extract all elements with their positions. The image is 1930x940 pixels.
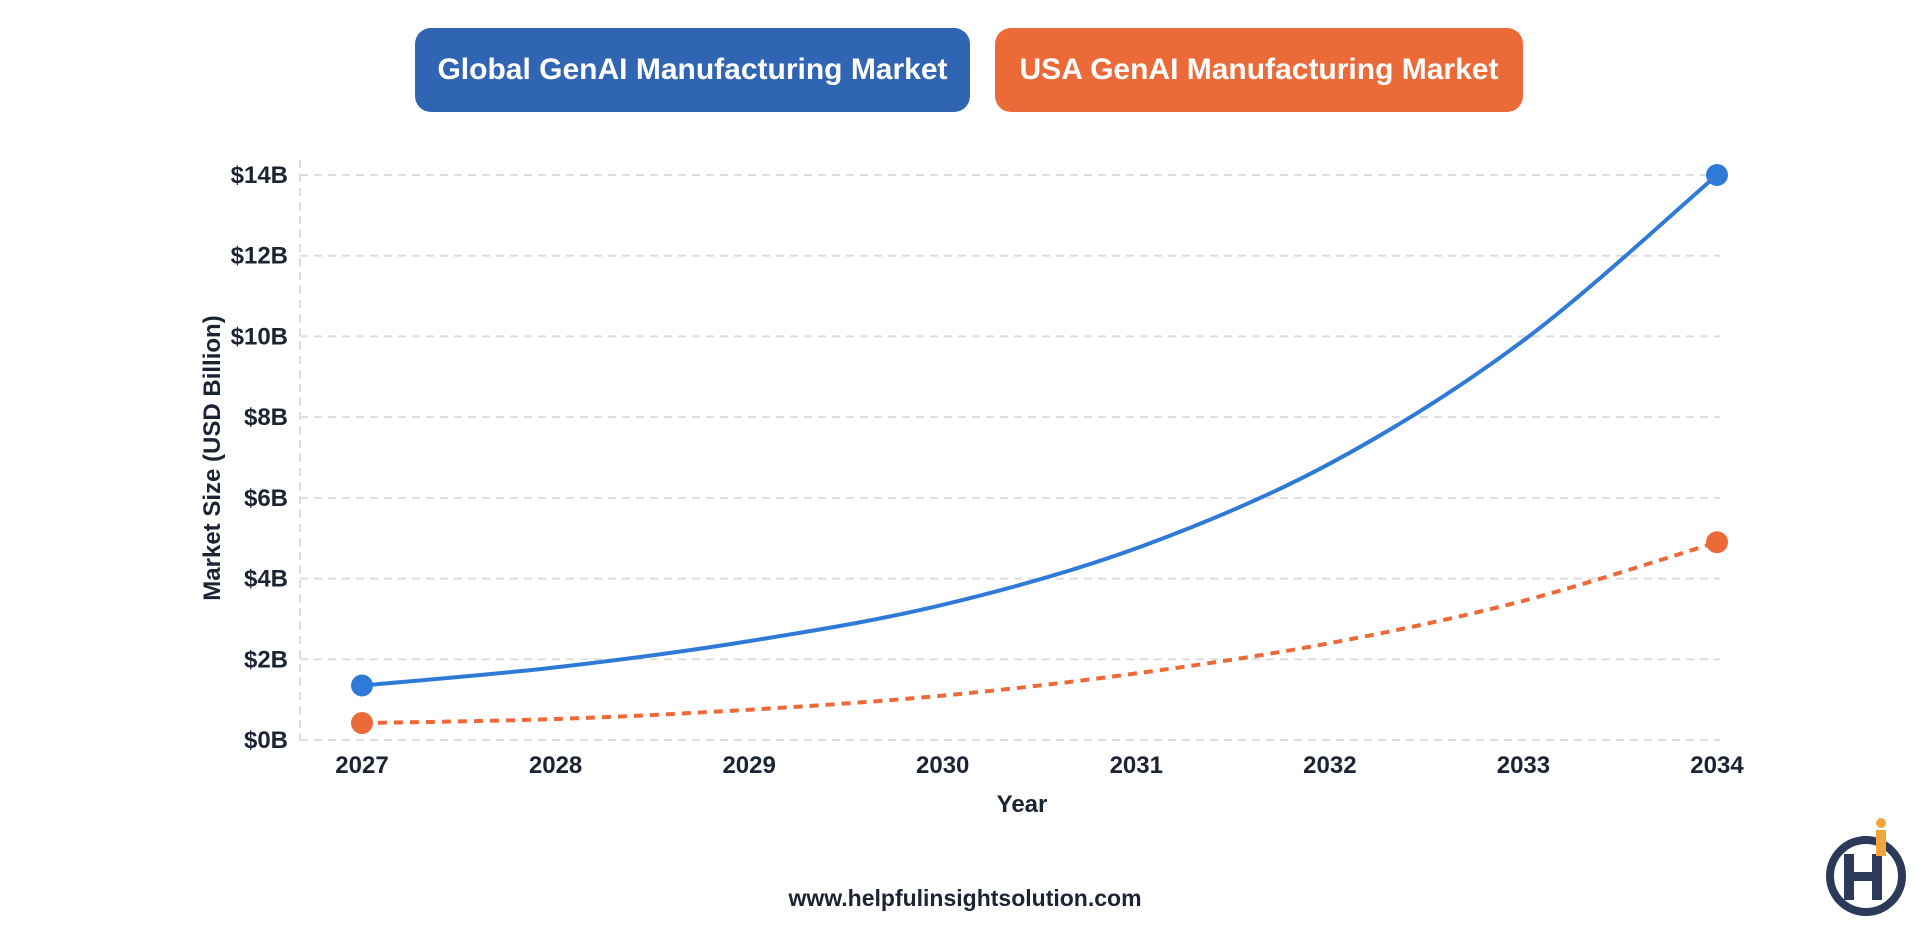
y-tick-label: $12B xyxy=(231,243,288,270)
data-point-usa-2034[interactable] xyxy=(1706,531,1728,554)
x-axis-title: Year xyxy=(997,791,1048,818)
y-tick-label: $14B xyxy=(231,162,288,189)
y-tick-label: $10B xyxy=(231,323,288,350)
y-tick-label: $2B xyxy=(244,646,288,673)
y-tick-label: $4B xyxy=(244,566,288,593)
data-point-global-2027[interactable] xyxy=(351,674,373,697)
data-point-usa-2027[interactable] xyxy=(351,712,373,735)
series-line-usa xyxy=(361,540,1718,726)
x-tick-label: 2033 xyxy=(1497,752,1550,779)
grid-lines xyxy=(299,160,1720,741)
series-points xyxy=(351,164,1728,735)
x-tick-label: 2034 xyxy=(1690,752,1744,779)
x-tick-label: 2028 xyxy=(529,752,582,779)
y-tick-label: $0B xyxy=(244,727,288,754)
legend-usa-market[interactable]: USA GenAI Manufacturing Market xyxy=(995,28,1523,112)
legend-global-market[interactable]: Global GenAI Manufacturing Market xyxy=(415,28,970,112)
x-tick-label: 2032 xyxy=(1303,752,1356,779)
x-tick-label: 2029 xyxy=(722,752,775,779)
y-axis-title: Market Size (USD Billion) xyxy=(199,315,226,600)
y-tick-label: $8B xyxy=(244,404,288,431)
data-point-global-2034[interactable] xyxy=(1706,164,1728,186)
x-tick-label: 2030 xyxy=(916,752,969,779)
website-url[interactable]: www.helpfulinsightsolution.com xyxy=(788,885,1142,911)
series-line-global xyxy=(361,173,1719,688)
y-tick-label: $6B xyxy=(244,485,288,512)
x-tick-label: 2027 xyxy=(335,752,388,779)
x-tick-label: 2031 xyxy=(1110,752,1163,779)
series-lines xyxy=(361,173,1719,726)
x-tick-labels: 2027 2028 2029 2030 2031 2032 2033 2034 xyxy=(335,752,1744,779)
hi-logo-icon xyxy=(1826,818,1906,916)
y-tick-labels: $0B $2B $4B $6B $8B $10B $12B $14B xyxy=(231,162,288,754)
